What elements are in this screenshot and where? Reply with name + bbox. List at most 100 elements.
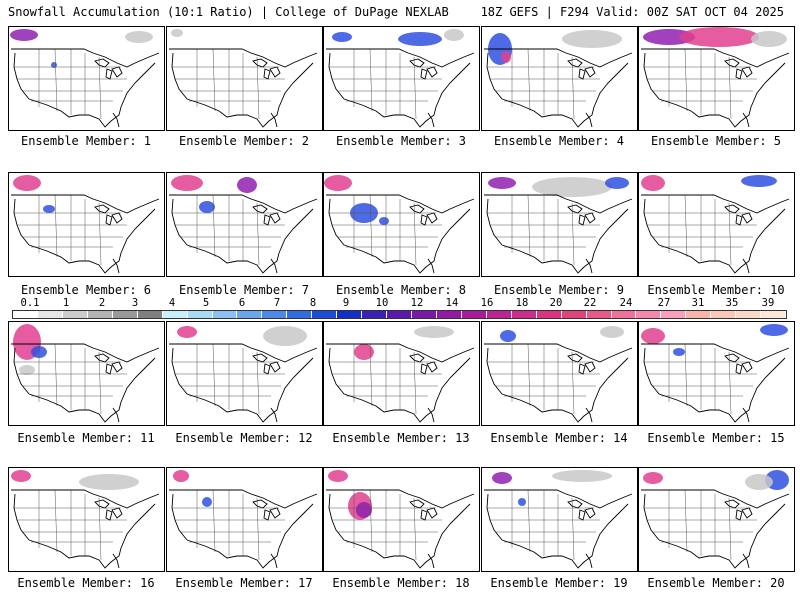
coastline-border <box>735 509 743 521</box>
coastline-border <box>278 62 314 108</box>
colorbar-segment <box>711 311 737 318</box>
coastline-border <box>171 52 188 100</box>
coastline-border <box>343 393 437 423</box>
coastline-border <box>750 62 786 108</box>
coastline-border <box>269 507 281 519</box>
snowfall-area <box>444 29 464 41</box>
state-boundary <box>369 489 373 553</box>
coastline-border <box>501 393 595 423</box>
state-boundary <box>256 202 260 266</box>
coastline-border <box>28 539 122 569</box>
ensemble-member-label: Ensemble Member: 17 <box>175 576 313 590</box>
coastline-border <box>578 68 586 80</box>
coastline-border <box>641 489 790 509</box>
snowfall-area <box>324 175 352 191</box>
coastline-border <box>427 258 435 274</box>
ensemble-member-label: Ensemble Member: 5 <box>650 134 782 148</box>
coastline-border <box>111 66 123 78</box>
colorbar-tick: 12 <box>410 297 424 309</box>
snowfall-area <box>354 344 374 360</box>
coastline-border <box>409 58 425 68</box>
colorbar-segment <box>87 311 113 318</box>
coastline-border <box>724 499 740 509</box>
snowfall-area <box>751 31 787 47</box>
colorbar-segment <box>187 311 213 318</box>
state-boundary <box>527 489 531 553</box>
coastline-border <box>426 212 438 224</box>
coastline-border <box>94 204 110 214</box>
ensemble-member-map-17 <box>166 467 323 572</box>
snowfall-area <box>356 502 372 518</box>
coastline-border <box>724 204 740 214</box>
colorbar-segment <box>686 311 712 318</box>
coastline-border <box>584 361 596 373</box>
coastline-border <box>409 204 425 214</box>
coastline-border <box>11 48 160 68</box>
ensemble-member-label: Ensemble Member: 11 <box>17 431 155 445</box>
coastline-border <box>120 357 156 403</box>
snowfall-area <box>79 474 139 490</box>
state-boundary <box>413 497 417 561</box>
coastline-border <box>578 363 586 375</box>
coastline-border <box>585 553 593 569</box>
snowfall-area <box>532 177 612 197</box>
map-title: Snowfall Accumulation (10:1 Ratio) | Col… <box>8 5 449 19</box>
state-boundary <box>369 194 373 258</box>
snowfall-area <box>332 32 352 42</box>
colorbar-tick: 24 <box>619 297 633 309</box>
coastline-border <box>426 361 438 373</box>
snowfall-area <box>741 175 777 187</box>
coastline-border <box>484 343 633 363</box>
snowfall-area <box>13 175 41 191</box>
state-boundary <box>728 56 732 120</box>
colorbar-tick: 5 <box>202 297 210 309</box>
colorbar-segment <box>536 311 562 318</box>
snowfall-area <box>643 29 695 45</box>
coastline-border <box>593 62 629 108</box>
coastline-border <box>584 66 596 78</box>
coastline-border <box>11 489 160 509</box>
ensemble-member-label: Ensemble Member: 1 <box>20 134 152 148</box>
coastline-border <box>585 112 593 128</box>
snowfall-area <box>673 348 685 356</box>
ensemble-member-label: Ensemble Member: 9 <box>493 283 625 297</box>
colorbar-tick: 10 <box>375 297 389 309</box>
coastline-border <box>252 499 268 509</box>
coastline-border <box>269 66 281 78</box>
coastline-border <box>171 198 188 246</box>
colorbar-segment <box>412 311 437 318</box>
coastline-border <box>252 204 268 214</box>
coastline-border <box>427 112 435 128</box>
coastline-border <box>427 407 435 423</box>
coastline-border <box>501 244 595 274</box>
coastline-border <box>658 539 752 569</box>
coastline-border <box>742 112 750 128</box>
coastline-border <box>328 198 345 246</box>
coastline-border <box>326 343 475 363</box>
state-boundary <box>54 194 58 258</box>
ensemble-member-map-13 <box>323 321 480 426</box>
coastline-border <box>13 52 30 100</box>
snowfall-area <box>745 474 773 490</box>
state-boundary <box>728 497 732 561</box>
coastline-border <box>567 58 583 68</box>
ensemble-member-label: Ensemble Member: 15 <box>647 431 785 445</box>
ensemble-member-label: Ensemble Member: 4 <box>493 134 625 148</box>
colorbar-segment <box>611 311 637 318</box>
state-boundary <box>571 202 575 266</box>
coastline-border <box>420 68 428 80</box>
coastline-border <box>11 343 160 363</box>
colorbar-segment <box>262 311 288 318</box>
ensemble-member-label: Ensemble Member: 20 <box>647 576 785 590</box>
ensemble-member-label: Ensemble Member: 13 <box>332 431 470 445</box>
ensemble-member-label: Ensemble Member: 2 <box>178 134 310 148</box>
snowfall-area <box>641 175 665 191</box>
coastline-border <box>435 357 471 403</box>
state-boundary <box>728 202 732 266</box>
snowfall-area <box>19 365 35 375</box>
snowfall-area <box>488 177 516 189</box>
colorbar-segment <box>736 311 762 318</box>
coastline-border <box>409 353 425 363</box>
colorbar-tick: 16 <box>480 297 494 309</box>
coastline-border <box>186 98 280 128</box>
